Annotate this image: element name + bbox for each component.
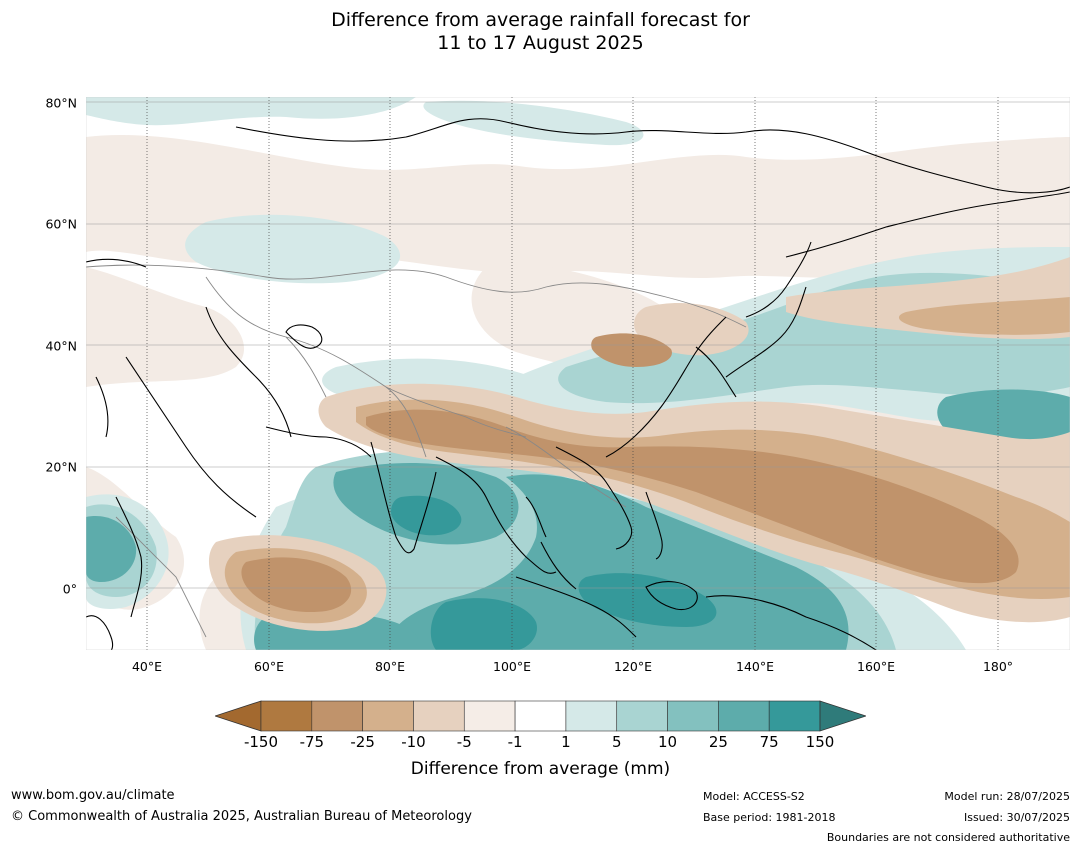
colorbar-tick-label: 75 <box>759 733 779 751</box>
lon-label-140e: 140°E <box>735 659 775 674</box>
footer-disclaimer: Boundaries are not considered authoritat… <box>826 831 1070 844</box>
colorbar-cell <box>463 700 516 732</box>
footer-issued: Issued: 30/07/2025 <box>963 811 1070 824</box>
colorbar-title: Difference from average (mm) <box>410 759 671 779</box>
lat-label-80n: 80°N <box>45 95 77 111</box>
colorbar-cell <box>565 700 618 732</box>
title-line-1: Difference from average rainfall forecas… <box>331 9 750 31</box>
footer-model-run: Model run: 28/07/2025 <box>944 790 1070 803</box>
colorbar-tick-label: -10 <box>401 733 426 751</box>
lon-label-80e: 80°E <box>374 659 406 674</box>
footer-base-period: Base period: 1981-2018 <box>703 811 836 824</box>
colorbar-cell <box>768 700 821 732</box>
colorbar-cell <box>311 700 363 732</box>
colorbar-tick-label: 150 <box>805 733 835 751</box>
map-meridians <box>146 97 999 650</box>
colorbar-extend-low <box>215 700 262 732</box>
lon-label-40e: 40°E <box>131 659 163 674</box>
lon-label-100e: 100°E <box>492 659 532 674</box>
colorbar-tick-label: -1 <box>507 733 523 751</box>
anomaly-wet-extreme <box>391 495 717 650</box>
colorbar-cell <box>616 700 668 732</box>
footer-model: Model: ACCESS-S2 <box>703 790 805 803</box>
colorbar-cell <box>413 700 465 732</box>
map-title: Difference from average rainfall forecas… <box>0 9 1081 55</box>
colorbar-cell <box>718 700 770 732</box>
colorbar-tick-label: -150 <box>243 733 279 751</box>
lon-label-160e: 160°E <box>856 659 896 674</box>
colorbar-tick-label: 10 <box>657 733 678 751</box>
footer-copyright: © Commonwealth of Australia 2025, Austra… <box>11 809 472 824</box>
footer-website: www.bom.gov.au/climate <box>11 788 175 803</box>
lat-label-60n: 60°N <box>45 216 77 232</box>
lon-label-60e: 60°E <box>253 659 285 674</box>
colorbar-cell <box>514 700 567 732</box>
colorbar-tick-label: 1 <box>561 733 571 751</box>
colorbar-cell <box>260 700 313 732</box>
lon-label-120e: 120°E <box>613 659 653 674</box>
colorbar-cell <box>362 700 414 732</box>
colorbar-tick-label: -5 <box>456 733 472 751</box>
colorbar-extend-high <box>819 700 866 732</box>
colorbar-tick-label: 25 <box>708 733 728 751</box>
colorbar-tick-label: -25 <box>350 733 375 751</box>
lat-label-20n: 20°N <box>45 459 77 475</box>
colorbar-cell <box>667 700 719 732</box>
colorbar-tick-label: -75 <box>299 733 325 751</box>
lon-label-180: 180° <box>982 659 1014 674</box>
lat-label-40n: 40°N <box>45 338 77 354</box>
colorbar <box>215 700 866 732</box>
lat-label-equator: 0° <box>62 581 77 597</box>
map-gridlines <box>86 101 1070 589</box>
colorbar-tick-label: 5 <box>611 733 622 751</box>
coastlines <box>86 118 1070 650</box>
rainfall-anomaly-map <box>86 97 1070 650</box>
title-line-2: 11 to 17 August 2025 <box>437 32 644 54</box>
